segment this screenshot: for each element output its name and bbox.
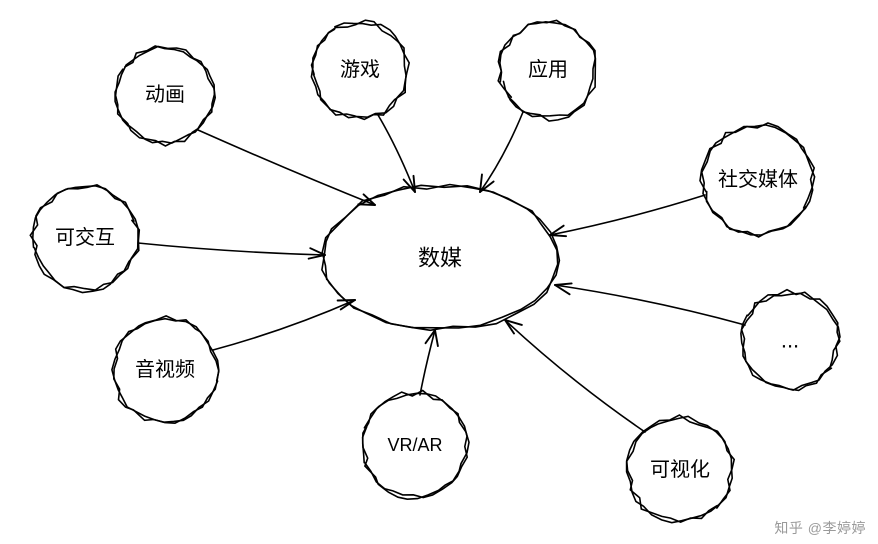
node-apps: 应用 [498, 20, 595, 121]
node-interactive: 可交互 [30, 185, 139, 293]
node-av: 音视频 [112, 316, 219, 423]
node-label-vrar: VR/AR [387, 435, 442, 455]
node-label-more: ... [781, 328, 799, 353]
node-viz: 可视化 [627, 415, 735, 523]
node-label-games: 游戏 [340, 58, 380, 81]
node-social: 社交媒体 [700, 123, 815, 237]
node-label-social: 社交媒体 [718, 168, 798, 191]
node-vrar: VR/AR [363, 391, 469, 500]
node-games: 游戏 [311, 20, 409, 119]
mindmap-diagram: 数媒 动画 游戏 应用社交媒体... 可视化 VR/AR 音视频 可交互 [0, 0, 878, 544]
node-label-interactive: 可交互 [55, 226, 115, 249]
center-node-label: 数媒 [418, 246, 462, 271]
node-label-apps: 应用 [528, 58, 568, 81]
node-label-anim: 动画 [145, 83, 185, 106]
center-node: 数媒 [322, 185, 560, 331]
node-label-viz: 可视化 [650, 458, 710, 481]
node-more: ... [741, 290, 840, 391]
node-label-av: 音视频 [135, 358, 195, 381]
arrow-layer [138, 112, 745, 432]
